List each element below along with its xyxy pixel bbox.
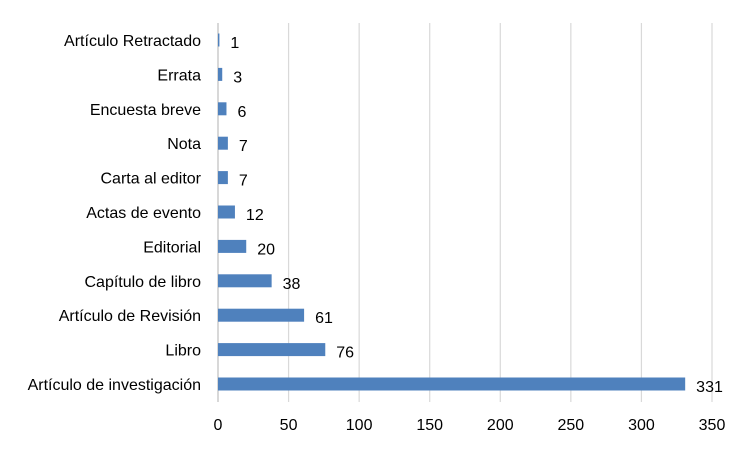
category-label: Libro [165, 343, 201, 360]
x-tick-label: 150 [416, 417, 443, 434]
bar [218, 33, 220, 47]
gridlines [217, 23, 713, 402]
bar [218, 67, 223, 81]
x-tick-label: 50 [280, 417, 298, 434]
category-label: Encuesta breve [90, 102, 201, 119]
bar [218, 171, 228, 185]
category-label: Nota [167, 136, 201, 153]
x-tick-label: 250 [558, 417, 585, 434]
category-label: Actas de evento [86, 205, 201, 222]
x-tick-label: 300 [628, 417, 655, 434]
category-label: Errata [157, 67, 201, 84]
data-label: 76 [336, 345, 354, 362]
data-label: 20 [257, 241, 275, 258]
x-tick-label: 0 [214, 417, 223, 434]
data-label: 1 [230, 35, 239, 52]
category-label: Artículo de investigación [28, 377, 201, 394]
category-label: Artículo Retractado [64, 33, 201, 50]
x-tick-label: 100 [346, 417, 373, 434]
category-label: Editorial [143, 239, 201, 256]
data-label: 3 [233, 69, 242, 86]
bar [218, 308, 305, 322]
data-labels: 1 3 6 7 7 12 20 38 61 76 331 [230, 35, 723, 396]
data-label: 7 [239, 173, 248, 190]
bar [218, 239, 247, 253]
bars [218, 33, 686, 391]
category-label: Artículo de Revisión [59, 308, 201, 325]
data-label: 12 [246, 207, 264, 224]
data-label: 6 [237, 104, 246, 121]
bar [218, 136, 228, 150]
bar [218, 377, 686, 391]
bar [218, 205, 235, 219]
category-labels: Artículo Retractado Errata Encuesta breve N… [28, 33, 202, 394]
data-label: 7 [239, 138, 248, 155]
bar [218, 274, 272, 288]
category-label: Carta al editor [101, 171, 202, 188]
x-tick-label: 200 [487, 417, 514, 434]
bar [218, 343, 326, 357]
x-axis-tick-labels: 0 50 100 150 200 250 300 350 [214, 417, 726, 434]
category-label: Capítulo de libro [84, 274, 201, 291]
data-label: 38 [283, 276, 301, 293]
data-label: 331 [696, 379, 723, 396]
x-tick-label: 350 [699, 417, 726, 434]
bar [218, 102, 227, 116]
data-label: 61 [315, 310, 333, 327]
